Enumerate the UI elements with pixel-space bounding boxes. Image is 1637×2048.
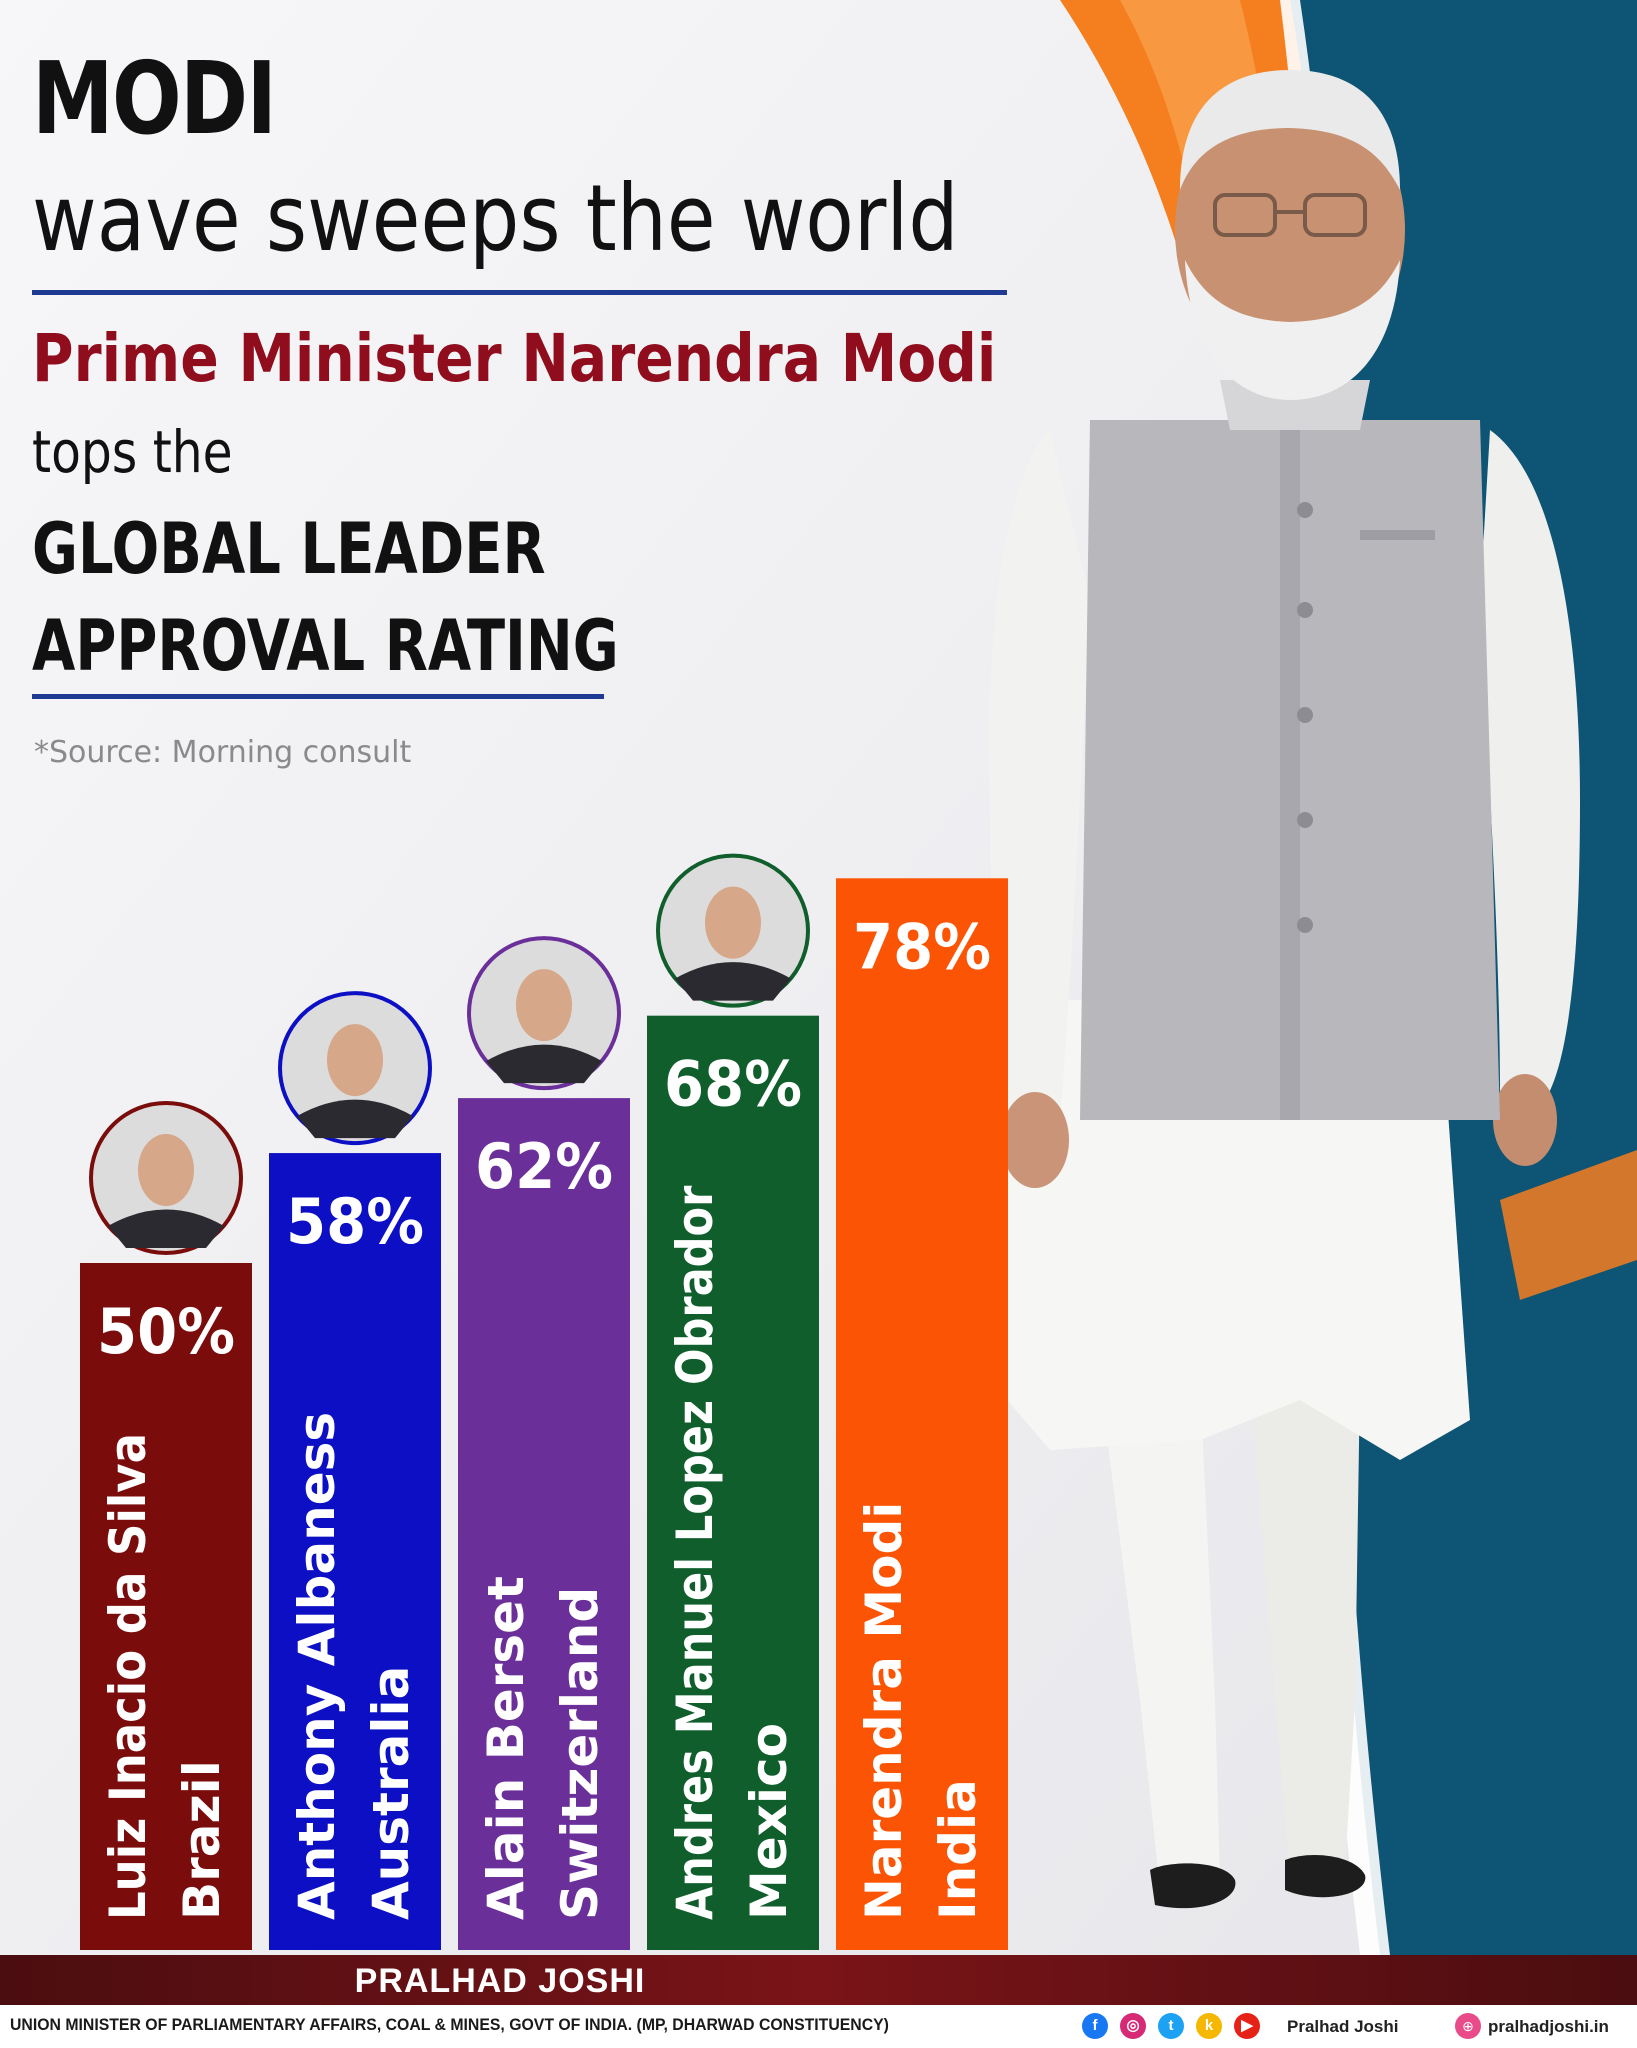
leader-face [516, 969, 572, 1042]
bar-india [836, 878, 1008, 1950]
youtube-icon[interactable]: ▶ [1234, 2013, 1260, 2039]
leader-name-label: Alain Berset [477, 1576, 535, 1920]
source-note: *Source: Morning consult [34, 735, 412, 770]
headline-prime-minister: Prime Minister Narendra Modi [32, 320, 997, 397]
koo-icon[interactable]: k [1196, 2013, 1222, 2039]
headline-global-leader: GLOBAL LEADER [32, 508, 546, 590]
leader-suit [108, 1209, 224, 1248]
divider [32, 290, 1007, 295]
value-label: 78% [853, 910, 991, 983]
leader-suit [297, 1099, 413, 1139]
headline-tops-the: tops the [32, 418, 233, 486]
leader-suit [675, 962, 791, 1001]
instagram-icon[interactable]: ◎ [1120, 2013, 1146, 2039]
value-label: 62% [475, 1130, 613, 1203]
social-handle[interactable]: Pralhad Joshi [1287, 2017, 1399, 2036]
value-label: 50% [97, 1295, 235, 1368]
leader-face [138, 1134, 194, 1206]
bar-australia [269, 1153, 441, 1950]
bar-brazil [80, 1263, 252, 1950]
footer-name: PRALHAD JOSHI [354, 1962, 646, 2000]
headline-wave: wave sweeps the world [32, 165, 959, 272]
footer: PRALHAD JOSHI UNION MINISTER OF PARLIAME… [0, 1955, 1637, 2048]
twitter-icon[interactable]: t [1158, 2013, 1184, 2039]
headline-modi: MODI [32, 40, 277, 157]
website-link[interactable]: pralhadjoshi.in [1488, 2017, 1609, 2036]
bar-mexico [647, 1015, 819, 1950]
country-label: Brazil [173, 1760, 231, 1920]
leader-name-label: Luiz Inacio da Silva [99, 1433, 157, 1920]
footer-subtitle: UNION MINISTER OF PARLIAMENTARY AFFAIRS,… [10, 2015, 889, 2034]
leader-face [327, 1024, 383, 1097]
divider [32, 694, 604, 699]
facebook-icon[interactable]: f [1082, 2013, 1108, 2039]
headline-approval-rating: APPROVAL RATING [32, 605, 619, 687]
leader-face [705, 886, 761, 959]
leader-name-label: Narendra Modi [855, 1502, 913, 1920]
narendra-modi-portrait [989, 70, 1580, 1909]
country-label: Mexico [740, 1723, 798, 1920]
website-icon: ⊕ [1455, 2013, 1481, 2039]
value-label: 58% [286, 1185, 424, 1258]
country-label: India [929, 1779, 987, 1920]
bar-switzerland [458, 1098, 630, 1950]
value-label: 68% [664, 1048, 802, 1121]
country-label: Switzerland [551, 1587, 609, 1920]
leader-name-label: Anthony Albaness [288, 1412, 346, 1920]
country-label: Australia [362, 1666, 420, 1920]
leader-name-label: Andres Manuel Lopez Obrador [666, 1185, 724, 1920]
footer-bar: UNION MINISTER OF PARLIAMENTARY AFFAIRS,… [0, 2005, 1637, 2048]
leader-suit [486, 1044, 602, 1084]
footer-banner: PRALHAD JOSHI [0, 1955, 1637, 2005]
